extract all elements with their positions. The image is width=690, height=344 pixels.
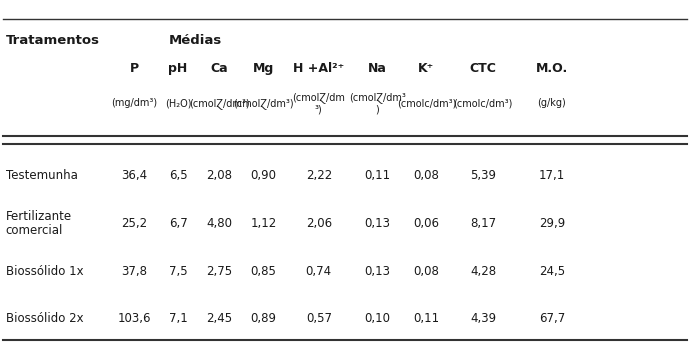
Text: Fertilizante
comercial: Fertilizante comercial <box>6 210 72 237</box>
Text: 103,6: 103,6 <box>118 312 151 325</box>
Text: 1,12: 1,12 <box>250 217 277 230</box>
Text: 6,5: 6,5 <box>169 169 187 182</box>
Text: 7,1: 7,1 <box>168 312 188 325</box>
Text: (g/kg): (g/kg) <box>538 98 566 108</box>
Text: 4,39: 4,39 <box>470 312 496 325</box>
Text: (cmolⱿ/dm³
): (cmolⱿ/dm³ ) <box>349 92 406 115</box>
Text: 0,06: 0,06 <box>413 217 440 230</box>
Text: 2,06: 2,06 <box>306 217 332 230</box>
Text: 2,22: 2,22 <box>306 169 332 182</box>
Text: 67,7: 67,7 <box>539 312 565 325</box>
Text: M.O.: M.O. <box>536 62 568 75</box>
Text: Ca: Ca <box>210 62 228 75</box>
Text: 0,08: 0,08 <box>413 169 440 182</box>
Text: K⁺: K⁺ <box>418 62 435 75</box>
Text: 0,08: 0,08 <box>413 265 440 278</box>
Text: Tratamentos: Tratamentos <box>6 34 99 47</box>
Text: 37,8: 37,8 <box>121 265 148 278</box>
Text: Mg: Mg <box>253 62 274 75</box>
Text: pH: pH <box>168 62 188 75</box>
Text: P: P <box>130 62 139 75</box>
Text: 7,5: 7,5 <box>169 265 187 278</box>
Text: 5,39: 5,39 <box>470 169 496 182</box>
Text: Na: Na <box>368 62 387 75</box>
Text: 29,9: 29,9 <box>539 217 565 230</box>
Text: 0,13: 0,13 <box>364 217 391 230</box>
Text: 0,57: 0,57 <box>306 312 332 325</box>
Text: 0,11: 0,11 <box>364 169 391 182</box>
Text: 4,80: 4,80 <box>206 217 233 230</box>
Text: CTC: CTC <box>470 62 496 75</box>
Text: 25,2: 25,2 <box>121 217 148 230</box>
Text: 17,1: 17,1 <box>539 169 565 182</box>
Text: 0,74: 0,74 <box>306 265 332 278</box>
Text: (cmolⱿ/dm³): (cmolⱿ/dm³) <box>189 98 250 109</box>
Text: H +Al²⁺: H +Al²⁺ <box>293 62 344 75</box>
Text: (cmolc/dm³): (cmolc/dm³) <box>453 98 513 108</box>
Text: 6,7: 6,7 <box>168 217 188 230</box>
Text: 0,10: 0,10 <box>364 312 391 325</box>
Text: Testemunha: Testemunha <box>6 169 77 182</box>
Text: 0,13: 0,13 <box>364 265 391 278</box>
Text: Médias: Médias <box>169 34 222 47</box>
Text: 8,17: 8,17 <box>470 217 496 230</box>
Text: 0,11: 0,11 <box>413 312 440 325</box>
Text: Biossólido 2x: Biossólido 2x <box>6 312 83 325</box>
Text: (cmolⱿ/dm
³): (cmolⱿ/dm ³) <box>293 92 345 115</box>
Text: 24,5: 24,5 <box>539 265 565 278</box>
Text: (mg/dm³): (mg/dm³) <box>112 98 157 108</box>
Text: 2,75: 2,75 <box>206 265 233 278</box>
Text: (cmolc/dm³): (cmolc/dm³) <box>397 98 456 108</box>
Text: (H₂O): (H₂O) <box>165 98 191 108</box>
Text: (cmolⱿ/dm³): (cmolⱿ/dm³) <box>233 98 294 109</box>
Text: 4,28: 4,28 <box>470 265 496 278</box>
Text: 0,90: 0,90 <box>250 169 277 182</box>
Text: 0,85: 0,85 <box>250 265 277 278</box>
Text: Biossólido 1x: Biossólido 1x <box>6 265 83 278</box>
Text: 2,45: 2,45 <box>206 312 233 325</box>
Text: 36,4: 36,4 <box>121 169 148 182</box>
Text: 2,08: 2,08 <box>206 169 233 182</box>
Text: 0,89: 0,89 <box>250 312 277 325</box>
